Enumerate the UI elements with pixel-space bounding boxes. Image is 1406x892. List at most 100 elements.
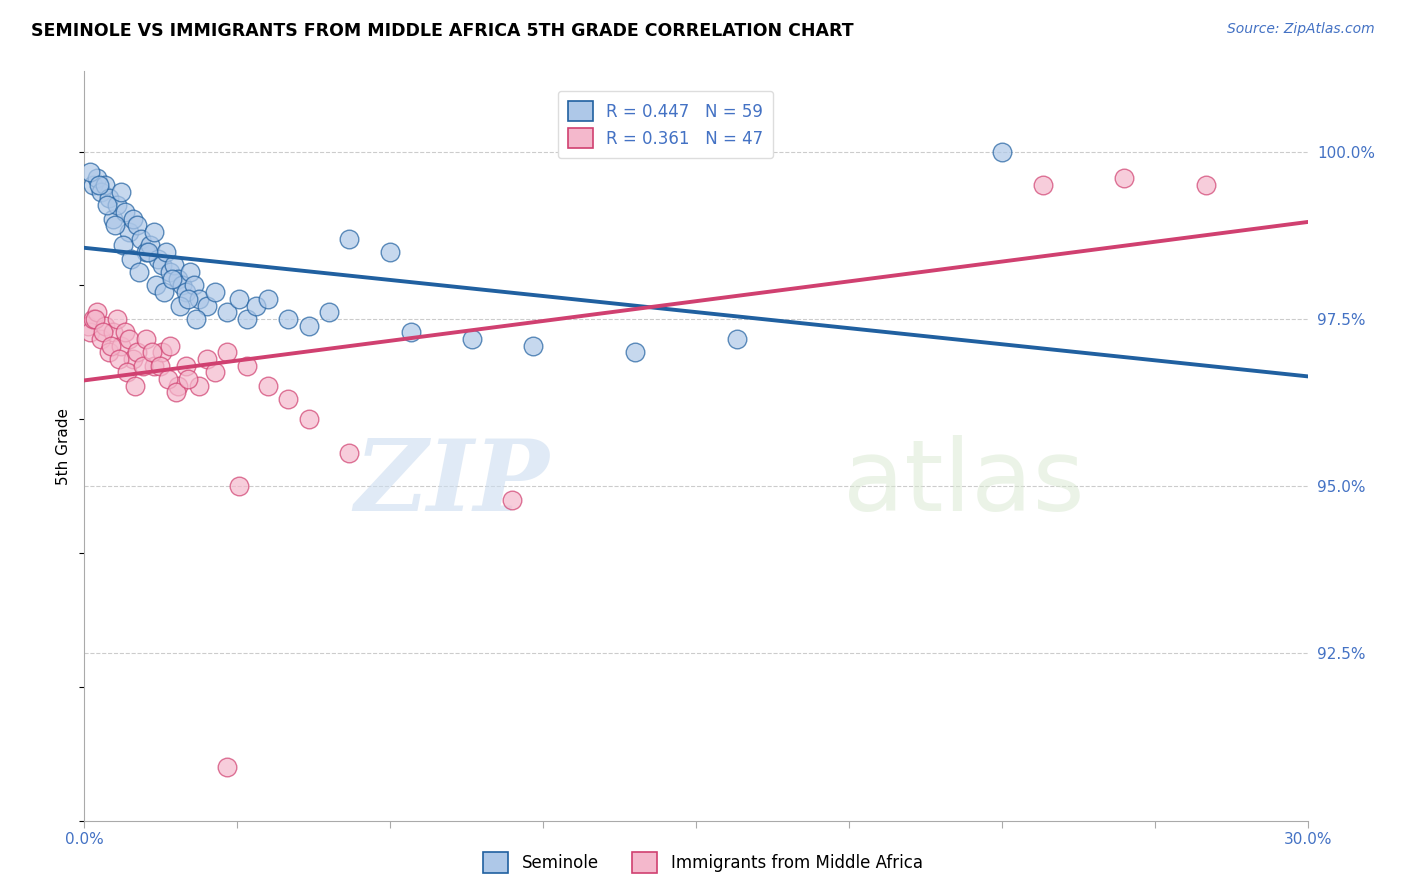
Point: [156, 372, 179, 386]
Point: [97, 345, 120, 359]
Point: [1195, 178, 1218, 193]
Point: [1032, 178, 1054, 193]
Point: [86, 305, 108, 319]
Legend: R = 0.447   N = 59, R = 0.361   N = 47: R = 0.447 N = 59, R = 0.361 N = 47: [558, 91, 773, 158]
Point: [298, 412, 321, 426]
Point: [236, 359, 259, 373]
Point: [257, 378, 280, 392]
Point: [502, 492, 524, 507]
Point: [204, 285, 226, 299]
Point: [77, 318, 100, 333]
Point: [146, 252, 169, 266]
Point: [174, 285, 197, 299]
Point: [228, 479, 250, 493]
Legend: Seminole, Immigrants from Middle Africa: Seminole, Immigrants from Middle Africa: [477, 846, 929, 880]
Point: [257, 292, 280, 306]
Text: Source: ZipAtlas.com: Source: ZipAtlas.com: [1227, 22, 1375, 37]
Point: [110, 339, 132, 353]
Point: [179, 265, 201, 279]
Point: [522, 339, 544, 353]
Point: [187, 378, 209, 392]
Point: [169, 298, 191, 312]
Point: [167, 271, 190, 285]
Point: [104, 218, 127, 232]
Point: [245, 298, 267, 312]
Point: [217, 305, 239, 319]
Text: ZIP: ZIP: [354, 435, 550, 532]
Point: [128, 265, 150, 279]
Point: [82, 178, 104, 193]
Point: [131, 231, 153, 245]
Point: [101, 211, 124, 226]
Point: [142, 359, 165, 373]
Point: [108, 351, 131, 366]
Point: [87, 178, 110, 193]
Point: [86, 171, 108, 186]
Point: [100, 339, 122, 353]
Point: [1114, 171, 1136, 186]
Point: [339, 231, 361, 245]
Point: [105, 198, 128, 212]
Point: [318, 305, 340, 319]
Point: [132, 359, 155, 373]
Point: [93, 318, 115, 333]
Point: [177, 372, 200, 386]
Point: [461, 332, 484, 346]
Point: [725, 332, 748, 346]
Text: SEMINOLE VS IMMIGRANTS FROM MIDDLE AFRICA 5TH GRADE CORRELATION CHART: SEMINOLE VS IMMIGRANTS FROM MIDDLE AFRIC…: [31, 22, 853, 40]
Point: [155, 244, 177, 259]
Point: [90, 332, 112, 346]
Point: [135, 332, 157, 346]
Point: [399, 326, 422, 340]
Point: [160, 271, 183, 285]
Point: [83, 311, 105, 326]
Point: [101, 326, 124, 340]
Point: [195, 351, 218, 366]
Point: [153, 285, 176, 299]
Text: atlas: atlas: [842, 435, 1084, 532]
Point: [114, 326, 136, 340]
Point: [96, 198, 118, 212]
Point: [163, 258, 186, 272]
Point: [339, 445, 361, 459]
Point: [145, 278, 167, 293]
Point: [150, 345, 173, 359]
Point: [277, 392, 299, 407]
Point: [127, 345, 149, 359]
Point: [149, 359, 172, 373]
Point: [122, 211, 145, 226]
Point: [142, 225, 165, 239]
Point: [91, 326, 114, 340]
Point: [186, 311, 208, 326]
Point: [298, 318, 321, 333]
Point: [236, 311, 259, 326]
Y-axis label: 5th Grade: 5th Grade: [56, 408, 72, 484]
Point: [135, 244, 157, 259]
Point: [167, 378, 190, 392]
Point: [112, 238, 135, 252]
Point: [174, 359, 197, 373]
Point: [110, 185, 132, 199]
Point: [150, 258, 173, 272]
Point: [115, 365, 138, 379]
Point: [118, 332, 141, 346]
Point: [228, 292, 250, 306]
Point: [159, 339, 181, 353]
Point: [217, 345, 239, 359]
Point: [165, 385, 187, 400]
Point: [187, 292, 209, 306]
Point: [79, 164, 101, 178]
Point: [90, 185, 112, 199]
Point: [114, 205, 136, 219]
Point: [118, 225, 141, 239]
Point: [136, 244, 159, 259]
Point: [159, 265, 181, 279]
Point: [195, 298, 218, 312]
Point: [217, 760, 239, 774]
Point: [183, 278, 205, 293]
Point: [380, 244, 402, 259]
Point: [991, 145, 1014, 159]
Point: [122, 351, 145, 366]
Point: [105, 311, 128, 326]
Point: [138, 238, 160, 252]
